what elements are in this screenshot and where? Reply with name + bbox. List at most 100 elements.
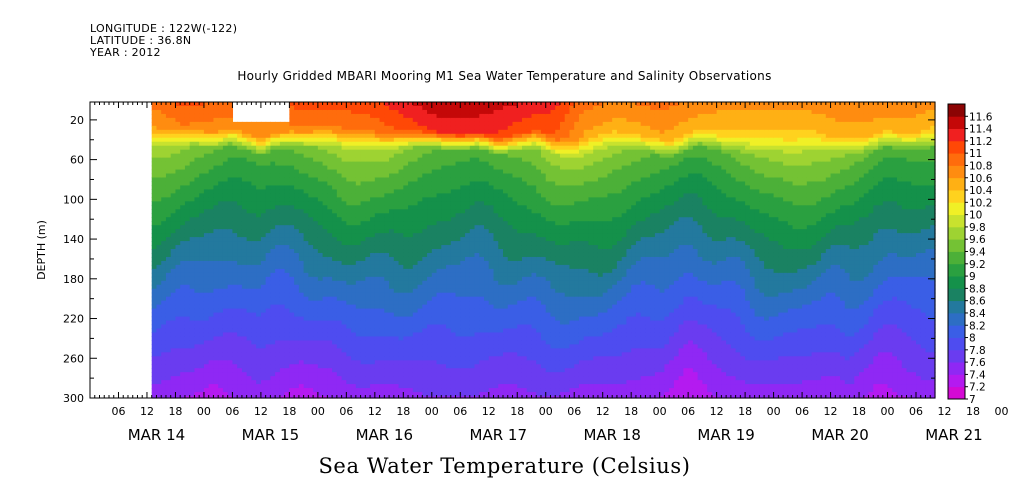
heatmap-cell (313, 280, 319, 286)
heatmap-cell (446, 260, 452, 266)
heatmap-cell (408, 169, 414, 175)
heatmap-cell (412, 245, 419, 250)
heatmap-cell (351, 229, 357, 234)
heatmap-cell (346, 284, 352, 290)
heatmap-cell (355, 280, 362, 286)
heatmap-cell (270, 324, 276, 330)
heatmap-cell (156, 256, 162, 262)
heatmap-cell (322, 360, 328, 365)
heatmap-cell (208, 300, 215, 306)
heatmap-cell (465, 376, 471, 381)
heatmap-cell (398, 348, 404, 353)
heatmap-cell (417, 149, 423, 155)
heatmap-cell (308, 149, 314, 155)
heatmap-cell (265, 320, 271, 326)
heatmap-cell (412, 105, 419, 111)
heatmap-cell (237, 245, 243, 250)
heatmap-cell (218, 256, 224, 262)
heatmap-cell (251, 221, 257, 226)
heatmap-cell (374, 153, 381, 159)
heatmap-cell (332, 280, 338, 286)
heatmap-cell (308, 233, 314, 238)
heatmap-cell (251, 229, 257, 234)
heatmap-cell (199, 372, 205, 377)
heatmap-cell (308, 102, 314, 107)
heatmap-cell (189, 332, 196, 338)
heatmap-cell (374, 356, 381, 361)
heatmap-cell (332, 256, 338, 262)
heatmap-cell (360, 113, 366, 119)
heatmap-cell (365, 284, 371, 290)
heatmap-cell (180, 225, 186, 230)
heatmap-cell (313, 209, 319, 214)
heatmap-cell (284, 125, 290, 131)
heatmap-cell (460, 332, 466, 338)
heatmap-cell (412, 217, 419, 222)
heatmap-cell (213, 241, 219, 246)
heatmap-cell (165, 181, 172, 187)
heatmap-cell (270, 221, 276, 226)
heatmap-cell (313, 102, 319, 107)
heatmap-cell (203, 169, 210, 175)
heatmap-cell (455, 233, 461, 238)
heatmap-cell (251, 304, 257, 310)
heatmap-cell (184, 209, 191, 214)
heatmap-cell (298, 252, 305, 258)
heatmap-cell (156, 372, 162, 377)
heatmap-cell (170, 388, 177, 393)
heatmap-cell (450, 205, 457, 210)
heatmap-cell (256, 336, 262, 341)
heatmap-cell (455, 316, 461, 322)
heatmap-cell (289, 296, 295, 302)
heatmap-cell (408, 165, 414, 171)
heatmap-cell (365, 241, 371, 246)
heatmap-cell (237, 221, 243, 226)
heatmap-cell (422, 109, 428, 115)
heatmap-cell (303, 260, 309, 266)
heatmap-cell (422, 392, 428, 397)
heatmap-cell (327, 300, 333, 306)
heatmap-cell (441, 264, 447, 270)
heatmap-cell (441, 169, 447, 175)
heatmap-cell (203, 141, 210, 147)
heatmap-cell (279, 141, 286, 147)
heatmap-cell (408, 173, 414, 179)
heatmap-cell (313, 133, 319, 139)
heatmap-cell (241, 284, 248, 290)
heatmap-cell (427, 129, 433, 135)
heatmap-cell (436, 384, 442, 389)
heatmap-cell (408, 149, 414, 155)
heatmap-cell (213, 209, 219, 214)
heatmap-cell (213, 384, 219, 389)
heatmap-cell (332, 316, 338, 322)
heatmap-cell (355, 380, 362, 385)
heatmap-cell (427, 384, 433, 389)
heatmap-cell (446, 356, 452, 361)
heatmap-cell (175, 105, 181, 111)
heatmap-cell (151, 169, 158, 175)
heatmap-cell (189, 193, 196, 198)
heatmap-cell (303, 102, 309, 107)
heatmap-cell (303, 217, 309, 222)
heatmap-cell (237, 197, 243, 202)
heatmap-cell (322, 137, 328, 143)
heatmap-cell (313, 185, 319, 191)
heatmap-cell (370, 324, 376, 330)
heatmap-cell (265, 209, 271, 214)
heatmap-cell (441, 312, 447, 318)
heatmap-cell (256, 312, 262, 318)
heatmap-cell (460, 324, 466, 330)
heatmap-cell (336, 189, 343, 194)
heatmap-cell (317, 304, 324, 310)
heatmap-cell (370, 272, 376, 278)
heatmap-cell (450, 368, 457, 373)
heatmap-cell (298, 213, 305, 218)
heatmap-cell (370, 141, 376, 147)
heatmap-cell (165, 173, 172, 179)
heatmap-cell (294, 225, 300, 230)
heatmap-cell (203, 276, 210, 282)
heatmap-cell (246, 213, 253, 218)
heatmap-cell (279, 241, 286, 246)
heatmap-cell (441, 105, 447, 111)
heatmap-cell (165, 165, 172, 171)
